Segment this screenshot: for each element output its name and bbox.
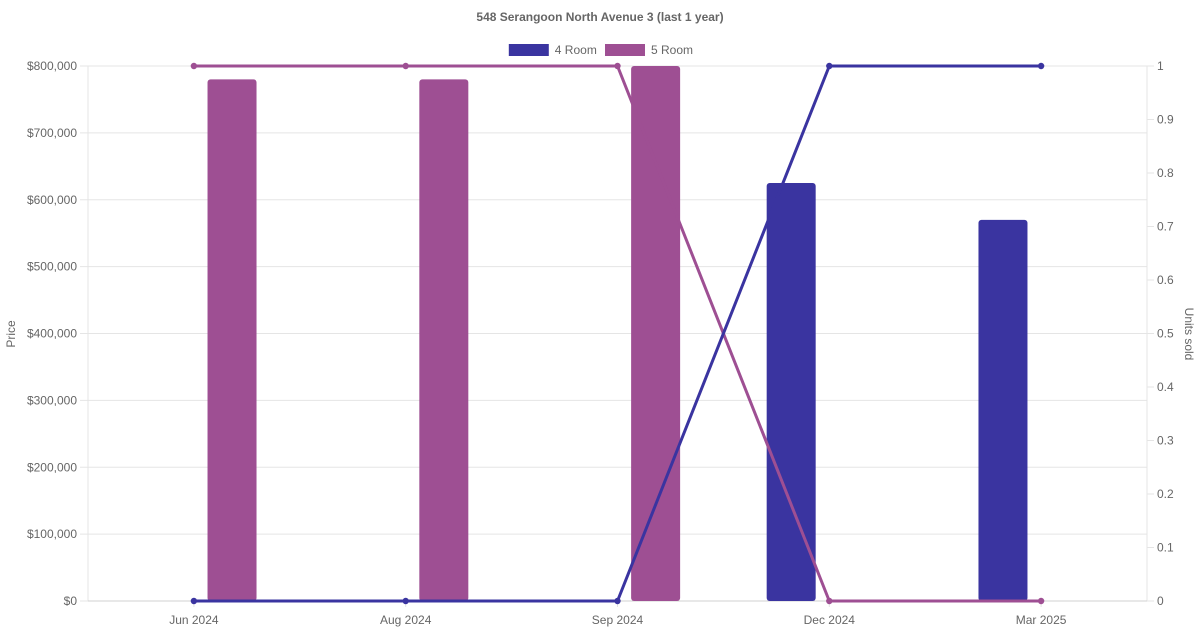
point-5-room[interactable] [614, 62, 621, 70]
right-tick-label: 0.7 [1157, 220, 1174, 234]
right-tick-label: 0.8 [1157, 166, 1174, 180]
left-tick-label: $700,000 [27, 126, 77, 140]
x-tick-label: Aug 2024 [380, 613, 432, 627]
right-axis-title: Units sold [1182, 308, 1196, 361]
left-axis-title: Price [4, 320, 18, 348]
right-tick-label: 0.2 [1157, 487, 1174, 501]
bar-5-room[interactable] [631, 66, 681, 601]
bar-5-room[interactable] [419, 79, 469, 601]
x-tick-label: Sep 2024 [592, 613, 644, 627]
right-tick-label: 0.5 [1157, 327, 1174, 341]
point-4-room[interactable] [190, 597, 198, 605]
legend-item-5-room[interactable]: 5 Room [605, 43, 693, 57]
point-4-room[interactable] [1037, 62, 1045, 70]
bar-5-room[interactable] [207, 79, 257, 601]
point-4-room[interactable] [402, 597, 409, 605]
left-tick-label: $200,000 [27, 460, 77, 474]
legend-item-4-room[interactable]: 4 Room [508, 43, 597, 57]
bars [207, 66, 1028, 601]
legend[interactable]: 4 Room 5 Room [508, 43, 693, 57]
right-tick-label: 0.9 [1157, 113, 1174, 127]
right-tick-label: 0.3 [1157, 434, 1174, 448]
left-tick-label: $400,000 [27, 327, 77, 341]
lines [190, 62, 1045, 605]
point-4-room[interactable] [614, 597, 621, 605]
legend-swatch [605, 44, 645, 56]
left-tick-label: $800,000 [27, 59, 77, 73]
x-tick-label: Jun 2024 [169, 613, 219, 627]
left-axis-ticks: $0 $100,000 $200,000 $300,000 $400,000 $500,0… [27, 59, 77, 608]
bar-4-room[interactable] [766, 183, 816, 601]
left-tick-label: $300,000 [27, 393, 77, 407]
legend-swatch [508, 44, 549, 56]
point-5-room[interactable] [1037, 597, 1045, 605]
right-tick-label: 0.1 [1157, 541, 1174, 555]
right-tick-label: 0 [1157, 594, 1164, 608]
bar-4-room[interactable] [978, 219, 1028, 601]
chart-title: 548 Serangoon North Avenue 3 (last 1 yea… [476, 10, 723, 24]
point-4-room[interactable] [826, 62, 833, 70]
left-tick-label: $600,000 [27, 193, 77, 207]
x-tick-label: Mar 2025 [1016, 613, 1067, 627]
left-tick-label: $500,000 [27, 260, 77, 274]
right-axis-ticks: 0 0.1 0.2 0.3 0.4 0.5 0.6 0.7 0.8 0.9 1 [1157, 59, 1174, 608]
point-5-room[interactable] [826, 597, 833, 605]
x-axis-ticks: Jun 2024 Aug 2024 Sep 2024 Dec 2024 Mar 2025 [169, 613, 1067, 627]
left-tick-label: $100,000 [27, 527, 77, 541]
legend-label: 5 Room [651, 43, 693, 57]
left-tick-label: $0 [64, 594, 78, 608]
x-tick-label: Dec 2024 [804, 613, 856, 627]
point-5-room[interactable] [402, 62, 409, 70]
right-tick-label: 0.6 [1157, 273, 1174, 287]
point-5-room[interactable] [190, 62, 198, 70]
right-tick-label: 1 [1157, 59, 1164, 73]
right-tick-label: 0.4 [1157, 380, 1174, 394]
legend-label: 4 Room [555, 43, 597, 57]
